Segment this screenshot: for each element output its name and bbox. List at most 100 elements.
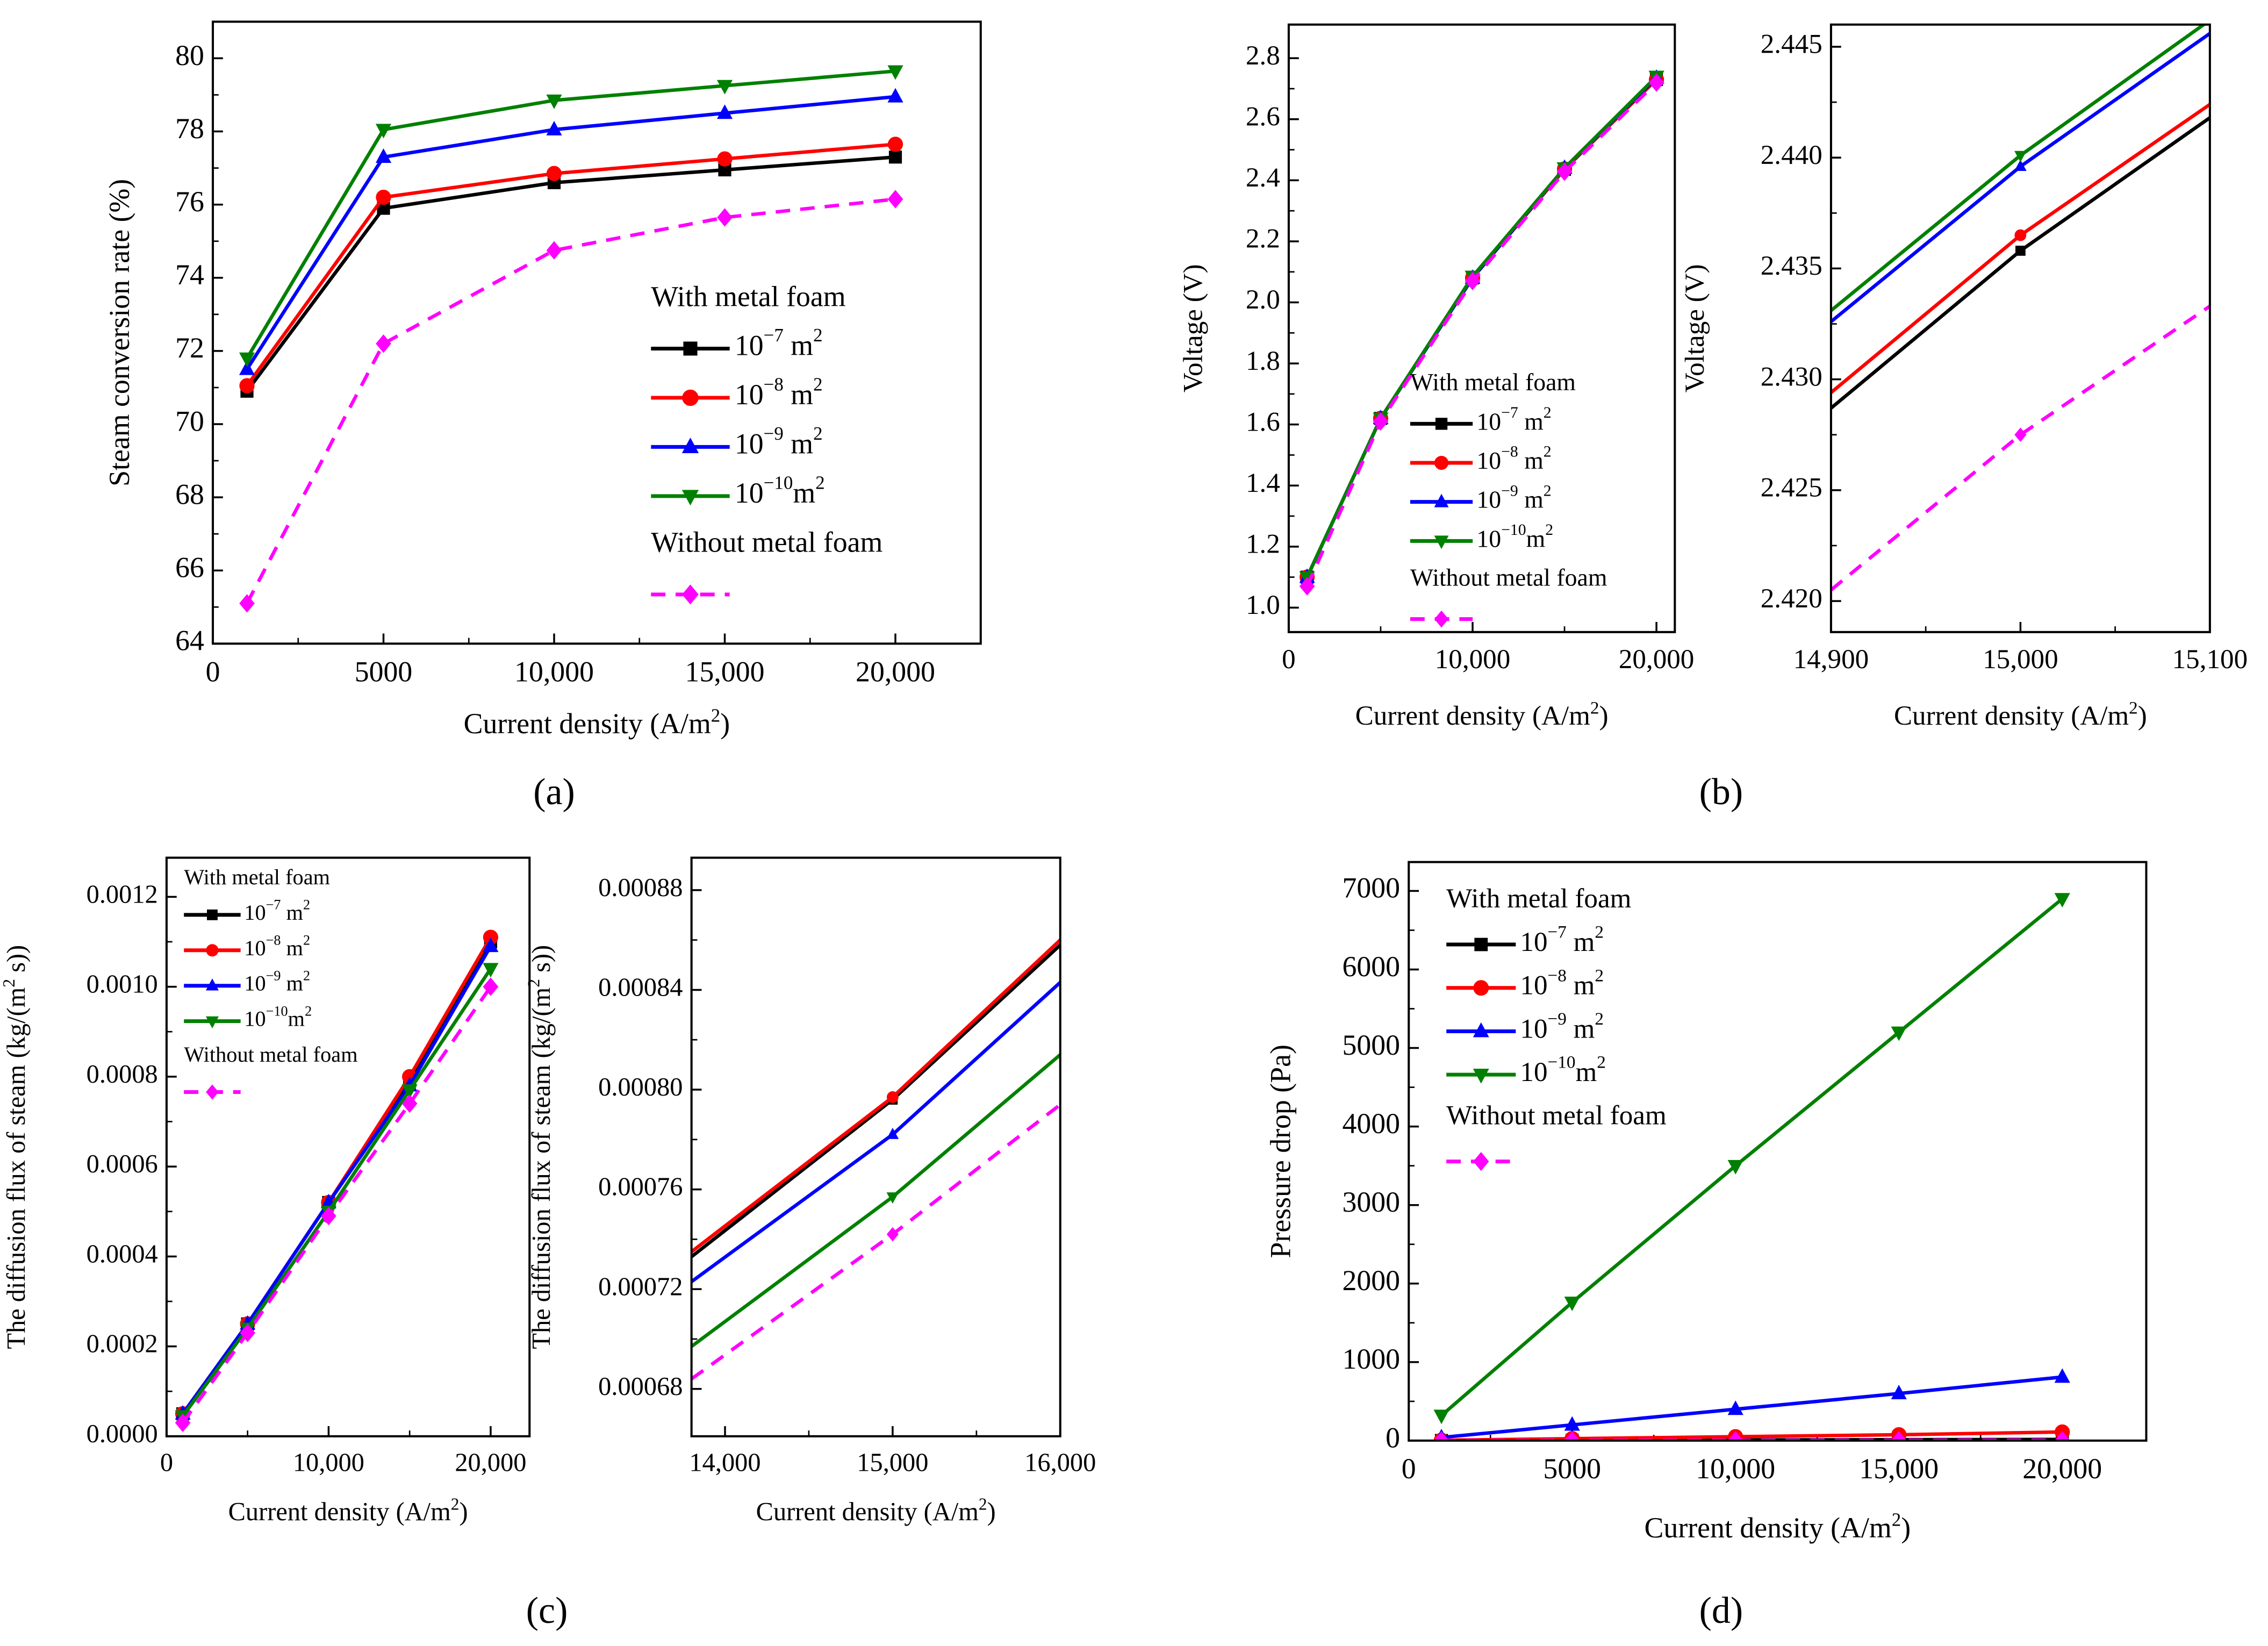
legend-marker-k8 [1434, 455, 1449, 470]
series-line-k9 [691, 981, 1060, 1283]
x-axis-label: Current density (A/m2) [1645, 1509, 1911, 1544]
legend-title-with: With metal foam [184, 865, 330, 889]
y-tick-label: 68 [175, 478, 204, 510]
y-tick-label: 3000 [1342, 1186, 1400, 1218]
data-point-k10 [1433, 1409, 1449, 1425]
data-point-none [376, 334, 391, 353]
y-tick-label: 2.435 [1761, 251, 1822, 281]
panel-label: (d) [1699, 1590, 1743, 1631]
legend-label-k10: 10−10m2 [735, 472, 825, 509]
legend-label-k10: 10−10m2 [1476, 521, 1553, 552]
x-tick-label: 0 [1282, 644, 1296, 675]
y-tick-label: 0.00080 [598, 1073, 683, 1101]
legend-marker-k7 [1474, 937, 1488, 951]
y-tick-label: 2.420 [1761, 583, 1822, 614]
y-tick-label: 0.0002 [87, 1330, 158, 1358]
data-point-none [1465, 271, 1481, 290]
plot-area [175, 929, 499, 1432]
x-tick-label: 14,000 [689, 1448, 760, 1477]
y-axis-label: Pressure drop (Pa) [1265, 1044, 1297, 1258]
legend-label-k9: 10−9 m2 [1520, 1009, 1604, 1044]
x-tick-label: 20,000 [2022, 1452, 2102, 1485]
legend-label-k7: 10−7 m2 [1520, 922, 1604, 957]
y-tick-label: 0.0006 [87, 1150, 158, 1178]
y-tick-label: 6000 [1342, 950, 1400, 983]
data-point-none [175, 1413, 191, 1432]
legend-marker-none [1434, 610, 1449, 628]
y-tick-label: 2.440 [1761, 140, 1822, 170]
data-point-k7 [888, 151, 902, 164]
data-point-none [2054, 1430, 2070, 1441]
y-tick-label: 0.0010 [87, 970, 158, 999]
legend-marker-k10 [205, 1016, 219, 1029]
legend-label-k8: 10−8 m2 [1476, 443, 1551, 474]
data-point-k9 [2014, 160, 2027, 171]
chart-panel-c2: 14,000 15,000 16,000 0.00068 0.00072 0.00076 0… [525, 856, 1096, 1526]
legend-marker-k9 [1434, 493, 1449, 507]
legend-marker-k9 [1473, 1022, 1489, 1037]
y-tick-label: 2000 [1342, 1264, 1400, 1297]
x-tick-label: 10,000 [1696, 1452, 1775, 1485]
x-axis-label: Current density (A/m2) [1894, 698, 2147, 731]
data-point-k9 [239, 360, 255, 375]
x-tick-label: 15,000 [1983, 644, 2058, 675]
plot-frame [1408, 861, 2148, 1442]
data-point-k10 [401, 1084, 418, 1099]
legend: With metal foam 10−7 m2 10−8 m2 10−9 m2 10−1… [1410, 368, 1607, 628]
data-point-k9 [1891, 1385, 1907, 1400]
data-point-none [886, 1227, 899, 1242]
x-tick-label: 15,000 [685, 655, 765, 688]
y-tick-label: 2.6 [1246, 102, 1280, 132]
panel-label: (c) [526, 1590, 568, 1631]
y-tick-label: 1.4 [1246, 468, 1280, 498]
x-tick-label: 15,100 [2172, 644, 2248, 675]
data-point-none [239, 594, 255, 613]
data-point-none [401, 1094, 418, 1113]
legend-marker-k9 [205, 978, 219, 991]
series-line-k9 [1831, 32, 2210, 323]
legend-marker-k8 [1473, 980, 1489, 996]
data-point-none [1556, 162, 1573, 181]
plot-area [1831, 24, 2210, 591]
x-tick-label: 20,000 [455, 1448, 526, 1477]
data-point-none [483, 977, 499, 996]
x-tick-label: 15,000 [857, 1448, 928, 1477]
y-tick-label: 2.8 [1246, 40, 1280, 71]
legend-label-k9: 10−9 m2 [244, 968, 310, 996]
x-tick-label: 20,000 [1619, 644, 1695, 675]
y-tick-label: 1.8 [1246, 346, 1280, 376]
x-axis-label: Current density (A/m2) [464, 705, 730, 740]
data-point-k9 [887, 88, 903, 103]
data-point-k9 [1564, 1416, 1580, 1431]
data-point-k10 [1564, 1297, 1580, 1312]
data-point-k9 [2054, 1368, 2070, 1383]
legend: With metal foam 10−7 m2 10−8 m2 10−9 m2 10−1… [651, 280, 882, 605]
chart-panel-b2: 14,900 15,000 15,100 2.420 2.425 2.430 2.435 2.… [1680, 23, 2248, 731]
data-point-k10 [2054, 893, 2070, 908]
y-tick-label: 2.0 [1246, 284, 1280, 315]
legend-title-with: With metal foam [1410, 368, 1576, 396]
y-axis-label: Voltage (V) [1178, 264, 1208, 392]
legend-label-k8: 10−8 m2 [244, 933, 310, 960]
x-tick-label: 20,000 [856, 655, 935, 688]
data-point-k8 [887, 1091, 899, 1103]
y-tick-label: 74 [175, 259, 204, 291]
data-point-k10 [1891, 1026, 1907, 1041]
data-point-k9 [375, 148, 392, 163]
y-tick-label: 1.6 [1246, 406, 1280, 437]
plot-frame [1829, 23, 2211, 633]
data-point-k10 [483, 963, 499, 978]
y-tick-label: 0.0008 [87, 1060, 158, 1089]
data-point-none [2014, 427, 2027, 442]
y-tick-label: 2.445 [1761, 29, 1822, 60]
legend: With metal foam 10−7 m2 10−8 m2 10−9 m2 10−1… [184, 865, 358, 1100]
data-point-k10 [887, 65, 903, 80]
data-point-k9 [886, 1127, 899, 1139]
series-line-k8 [181, 936, 492, 1415]
y-tick-label: 1.0 [1246, 590, 1280, 620]
legend-title-with: With metal foam [651, 280, 845, 312]
data-point-k10 [2014, 151, 2027, 162]
legend-label-k10: 10−10m2 [244, 1003, 312, 1030]
series-line-k10 [691, 1053, 1060, 1348]
